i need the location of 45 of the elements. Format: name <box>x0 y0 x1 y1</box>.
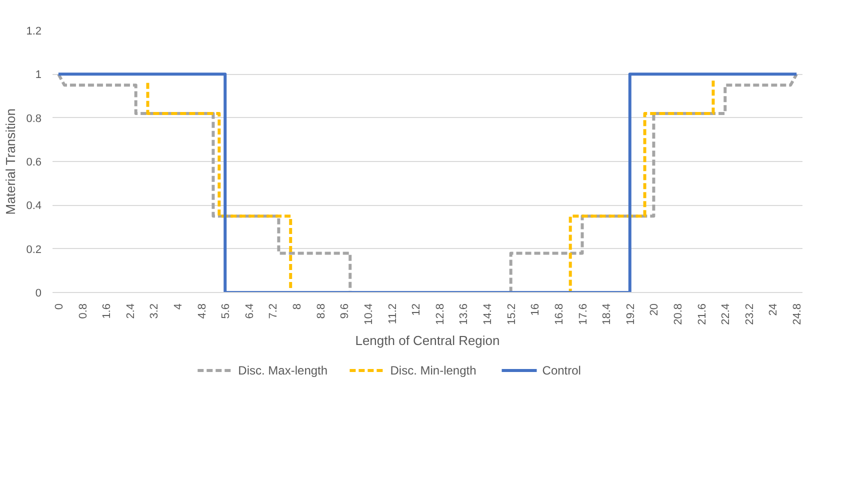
legend-label: Disc. Max-length <box>238 364 328 378</box>
x-tick-label: 0 <box>53 303 66 310</box>
x-tick-label: 23.2 <box>744 303 756 325</box>
y-tick-label: 0.8 <box>26 112 42 125</box>
y-tick-label: 1.2 <box>26 26 42 38</box>
x-tick-label: 13.6 <box>458 303 470 325</box>
y-tick-label: 0 <box>35 288 42 300</box>
y-axis-title: Material Transition <box>3 108 18 215</box>
x-tick-label: 10.4 <box>362 303 375 325</box>
line-series <box>56 72 798 292</box>
y-tick-label: 0.4 <box>26 200 42 212</box>
x-tick-label: 24 <box>768 303 780 316</box>
x-tick-label: 3.2 <box>148 303 161 319</box>
x-tick-label: 16.8 <box>553 303 566 325</box>
x-tick-label: 20 <box>648 303 661 316</box>
x-tick-label: 9.6 <box>339 303 352 319</box>
legend-label: Control <box>542 364 581 378</box>
x-tick-label: 18.4 <box>601 303 614 325</box>
x-tick-label: 8 <box>292 303 304 310</box>
x-tick-label: 12.8 <box>434 303 446 325</box>
y-tick-label: 0.2 <box>26 244 42 256</box>
x-tick-label: 11.2 <box>386 304 399 324</box>
x-tick-label: 14.4 <box>482 303 494 325</box>
x-tick-label: 8.8 <box>315 303 328 319</box>
x-tick-label: 2.4 <box>124 303 137 319</box>
y-tick-label: 0.6 <box>26 156 42 168</box>
x-tick-label: 16 <box>530 303 542 316</box>
x-tick-label: 0.8 <box>77 303 90 319</box>
x-tick-label: 4 <box>172 303 184 310</box>
x-tick-label: 22.4 <box>720 303 732 325</box>
x-tick-label: 6.4 <box>244 303 256 319</box>
x-tick-label: 24.8 <box>792 303 804 325</box>
x-tick-label: 19.2 <box>624 303 637 325</box>
x-axis-title: Length of Central Region <box>355 332 500 348</box>
y-tick-label: 1 <box>35 69 42 82</box>
x-tick-label: 5.6 <box>220 303 232 319</box>
x-tick-label: 21.6 <box>696 303 708 325</box>
x-tick-label: 4.8 <box>196 303 208 319</box>
x-tick-label: 12 <box>410 303 423 316</box>
x-tick-label: 17.6 <box>577 303 590 325</box>
legend-label: Disc. Min-length <box>390 364 476 378</box>
x-tick-label: 20.8 <box>672 303 684 325</box>
x-tick-label: 1.6 <box>101 303 114 319</box>
x-tick-label: 15.2 <box>506 303 518 325</box>
x-tick-label: 7.2 <box>268 303 280 319</box>
